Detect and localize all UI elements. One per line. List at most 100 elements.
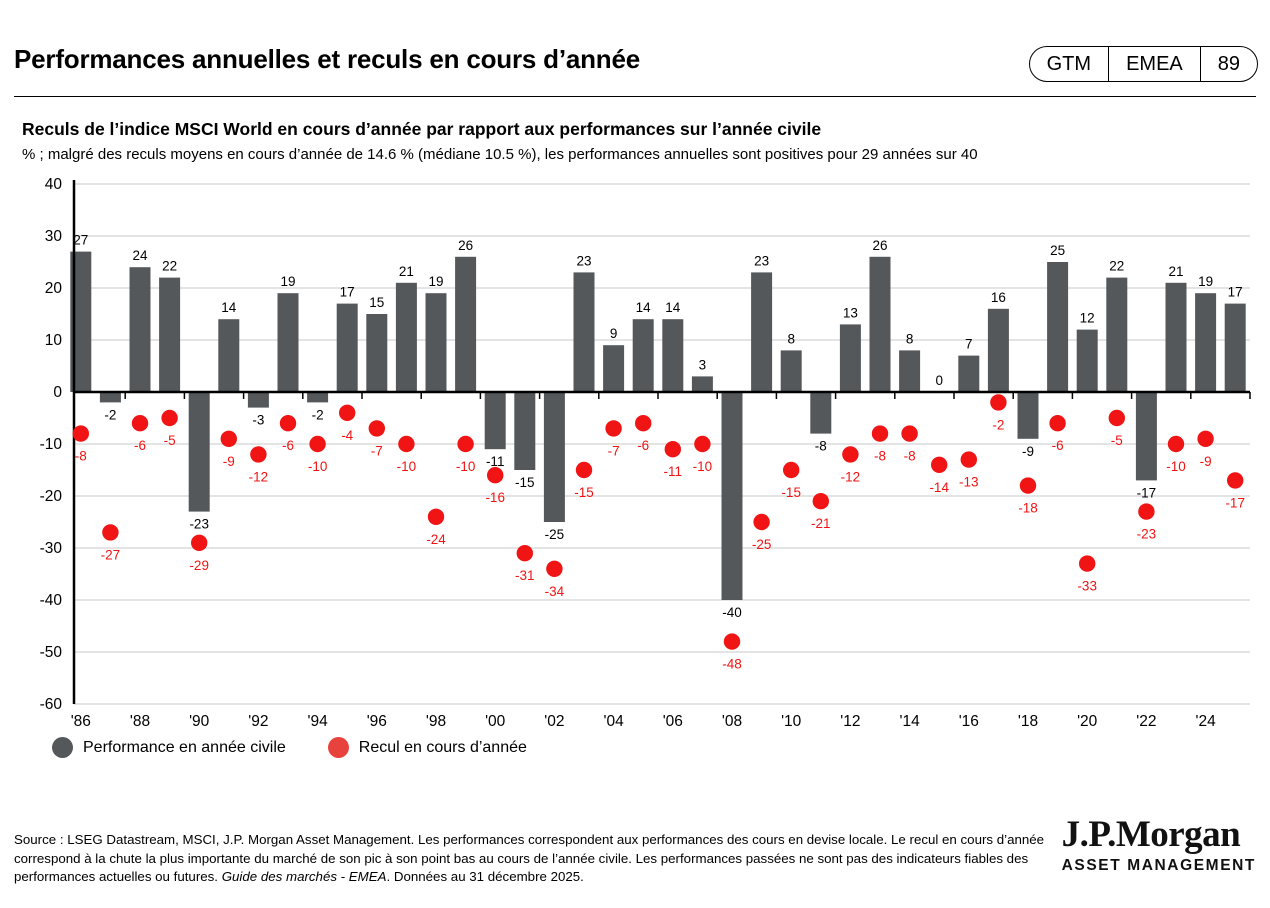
bar xyxy=(632,319,654,392)
decline-label: -18 xyxy=(1018,501,1038,516)
bar-label: 16 xyxy=(991,290,1006,305)
bar-label: -3 xyxy=(252,413,264,428)
decline-label: -10 xyxy=(693,459,713,474)
decline-label: -17 xyxy=(1225,495,1245,510)
bar-label: 21 xyxy=(1168,264,1183,279)
chart-legend: Performance en année civile Recul en cou… xyxy=(52,737,527,758)
bar-label: -2 xyxy=(312,407,324,422)
bar xyxy=(99,392,121,403)
bar-label: 0 xyxy=(935,373,943,388)
decline-label: -34 xyxy=(545,584,565,599)
bar xyxy=(721,392,743,600)
bar xyxy=(1047,262,1069,392)
decline-label: -27 xyxy=(101,547,121,562)
bar xyxy=(1195,293,1217,392)
decline-dot xyxy=(842,446,859,463)
y-tick-label: -40 xyxy=(40,592,63,609)
decline-dot xyxy=(990,394,1007,411)
badge-page-number: 89 xyxy=(1199,47,1257,81)
decline-label: -21 xyxy=(811,516,831,531)
decline-dot xyxy=(220,430,237,447)
bar-label: 19 xyxy=(1198,274,1213,289)
bar xyxy=(899,350,921,392)
legend-item-decline: Recul en cours d’année xyxy=(327,737,527,758)
source-text-date: . Données au 31 décembre 2025. xyxy=(386,869,584,885)
bar xyxy=(455,256,477,392)
decline-dot xyxy=(723,633,741,650)
decline-dot xyxy=(960,451,977,468)
decline-dot xyxy=(694,435,711,453)
decline-label: -23 xyxy=(1137,527,1157,542)
decline-dot xyxy=(161,409,178,427)
y-tick-label: -60 xyxy=(40,696,63,713)
x-tick-label: '96 xyxy=(367,713,387,730)
decline-swatch-icon xyxy=(327,737,349,758)
x-tick-label: '14 xyxy=(899,713,920,730)
decline-dot xyxy=(1079,555,1096,572)
bar-label: 14 xyxy=(636,300,652,315)
x-tick-label: '04 xyxy=(603,713,624,730)
decline-dot xyxy=(871,425,889,442)
bar-label: 14 xyxy=(665,300,681,315)
bar-label: 19 xyxy=(280,274,295,289)
bar xyxy=(307,392,329,403)
decline-label: -7 xyxy=(608,443,620,458)
bar xyxy=(188,392,210,512)
decline-dot xyxy=(427,508,445,525)
badge-region-label: EMEA xyxy=(1108,47,1200,81)
chart-title: Reculs de l’indice MSCI World en cours d… xyxy=(22,119,822,139)
legend-decline-label: Recul en cours d’année xyxy=(358,738,527,756)
bar xyxy=(425,293,447,392)
bar-label: 12 xyxy=(1080,311,1095,326)
decline-label: -25 xyxy=(752,537,772,552)
x-tick-label: '24 xyxy=(1195,713,1216,730)
decline-dot xyxy=(901,425,918,442)
bar-label: -9 xyxy=(1022,444,1034,459)
bar-label: 23 xyxy=(576,253,591,268)
bar-label: 26 xyxy=(458,238,473,253)
bar-label: -17 xyxy=(1137,485,1157,500)
decline-dot xyxy=(812,493,829,510)
decline-label: -16 xyxy=(485,490,505,505)
x-tick-label: '98 xyxy=(426,713,446,730)
bar xyxy=(869,256,891,392)
decline-label: -13 xyxy=(959,475,979,490)
decline-dot xyxy=(457,435,474,453)
bar-label: -11 xyxy=(486,454,505,469)
bar-label: 13 xyxy=(843,305,858,320)
decline-label: -29 xyxy=(189,558,209,573)
source-text: Source : LSEG Datastream, MSCI, J.P. Mor… xyxy=(14,831,1066,887)
y-tick-label: 30 xyxy=(45,228,63,245)
bar xyxy=(839,324,861,392)
bar xyxy=(573,272,595,392)
decline-dot xyxy=(931,456,948,473)
y-tick-label: -30 xyxy=(40,540,63,557)
x-tick-label: '06 xyxy=(663,713,683,730)
decline-label: -9 xyxy=(223,454,235,469)
bar-label: 24 xyxy=(132,248,148,263)
jpmorgan-logo: J.P.Morgan ASSET MANAGEMENT xyxy=(1062,816,1256,875)
bar xyxy=(514,392,536,470)
decline-dot xyxy=(487,467,504,484)
bar-label: -23 xyxy=(189,517,209,532)
bar-label: 27 xyxy=(73,233,88,248)
jpmorgan-wordmark: J.P.Morgan xyxy=(1061,814,1241,855)
bar xyxy=(247,392,269,408)
decline-dot xyxy=(1049,415,1066,432)
bar xyxy=(1106,277,1128,392)
x-tick-label: '86 xyxy=(71,713,91,730)
y-tick-label: 20 xyxy=(45,280,63,297)
x-tick-label: '92 xyxy=(248,713,268,730)
asset-management-label: ASSET MANAGEMENT xyxy=(1061,857,1256,874)
decline-dot xyxy=(339,404,356,421)
x-tick-label: '16 xyxy=(959,713,979,730)
title-divider xyxy=(14,96,1256,97)
decline-label: -6 xyxy=(134,438,146,453)
decline-label: -12 xyxy=(249,469,269,484)
decline-label: -15 xyxy=(574,485,594,500)
x-tick-label: '94 xyxy=(307,713,328,730)
bar-label: 21 xyxy=(399,264,414,279)
bar xyxy=(987,308,1009,392)
y-tick-label: 10 xyxy=(45,332,63,349)
bar xyxy=(1165,282,1187,392)
